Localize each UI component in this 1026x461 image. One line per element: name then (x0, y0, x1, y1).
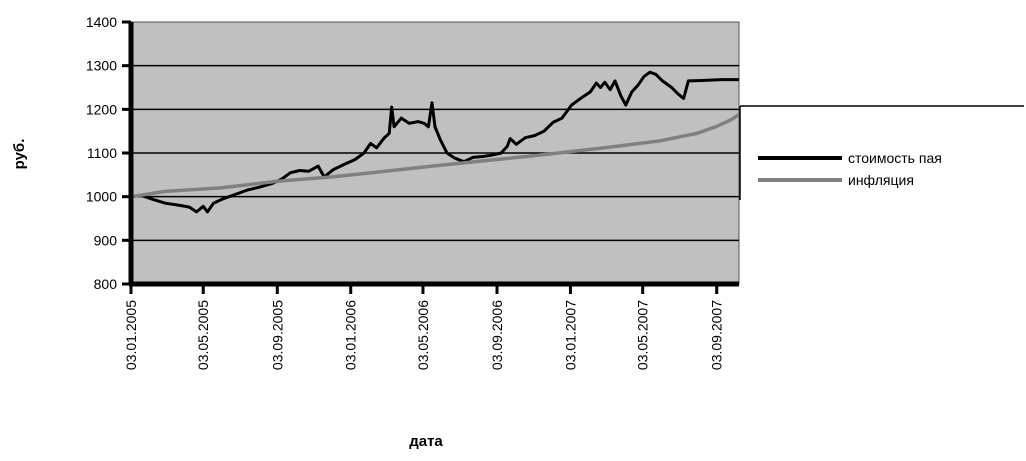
x-tick-label: 03.05.2007 (635, 300, 651, 370)
y-tick-label: 1200 (86, 101, 117, 117)
x-axis-title: дата (409, 433, 443, 450)
x-tick-label: 03.01.2006 (343, 300, 359, 370)
series-line-value (130, 70, 739, 214)
y-tick-labels: 800 900 1000 1100 1200 1300 1400 (86, 14, 117, 292)
y-tick-label: 1000 (86, 189, 117, 205)
series-line-inflation (130, 113, 740, 199)
legend-bracket (739, 105, 1024, 200)
x-tick-label: 03.09.2007 (709, 300, 725, 370)
y-tick-label: 1100 (87, 145, 117, 161)
y-tick-label: 1400 (86, 14, 117, 30)
x-tick-label: 03.09.2006 (489, 300, 505, 370)
y-tick-label: 800 (94, 276, 118, 292)
x-tick-label: 03.01.2005 (123, 300, 139, 370)
legend-label-inflation: инфляция (848, 172, 914, 188)
y-tick-label: 1300 (86, 58, 117, 74)
y-axis-title: руб. (11, 139, 28, 170)
x-tick-label: 03.01.2007 (562, 300, 578, 370)
axes (122, 20, 739, 294)
x-tick-label: 03.09.2005 (269, 300, 285, 370)
legend-label-value: стоимость пая (848, 150, 942, 166)
y-tick-label: 900 (94, 232, 118, 248)
x-tick-label: 03.05.2005 (195, 300, 211, 370)
legend: стоимость пая инфляция (739, 105, 1024, 200)
x-tick-label: 03.05.2006 (415, 300, 431, 370)
series-layer (130, 70, 740, 214)
x-tick-labels: 03.01.2005 03.05.2005 03.09.2005 03.01.2006… (123, 300, 725, 370)
